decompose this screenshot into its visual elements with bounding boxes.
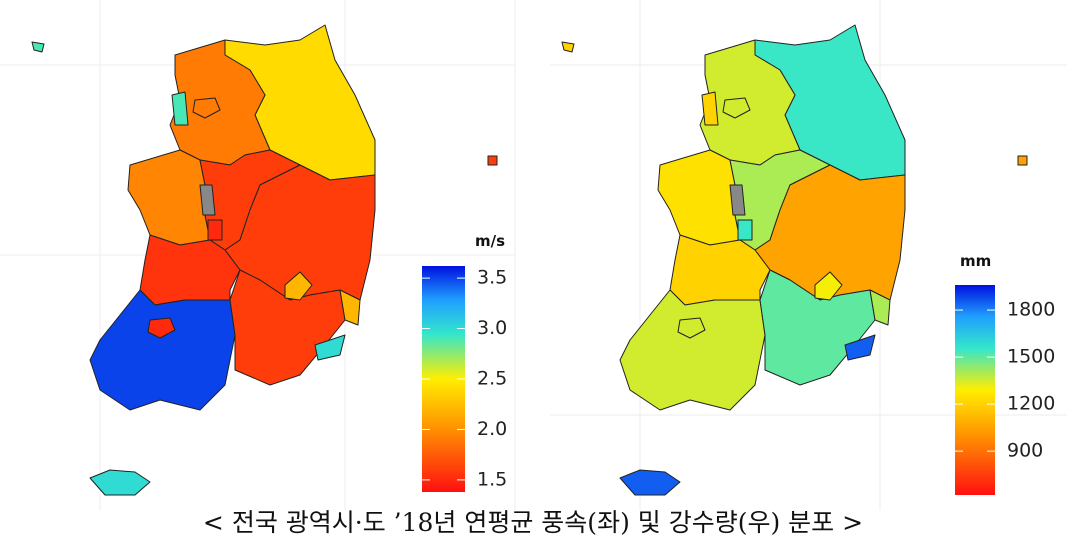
- region: [737, 219, 753, 241]
- tick-label: 1200: [1007, 393, 1055, 415]
- tick-label: 2.0: [477, 418, 507, 440]
- region: [207, 219, 223, 241]
- tick-label: 2.5: [477, 368, 507, 390]
- tick-label: 3.0: [477, 317, 507, 339]
- region: [192, 97, 221, 119]
- region: [31, 41, 45, 53]
- region: [314, 334, 346, 361]
- colorbar: [955, 285, 995, 495]
- legend-unit: mm: [960, 252, 991, 270]
- region: [722, 97, 751, 119]
- region: [619, 289, 766, 411]
- legend-unit: m/s: [475, 232, 505, 250]
- region: [339, 289, 361, 326]
- tick-label: 900: [1007, 440, 1043, 462]
- region: [89, 289, 236, 411]
- region: [487, 155, 498, 166]
- region: [814, 271, 843, 301]
- tick-label: 1.5: [477, 468, 507, 490]
- region: [869, 289, 891, 326]
- region: [701, 91, 719, 126]
- region: [171, 91, 189, 126]
- region: [657, 149, 741, 246]
- region: [619, 469, 681, 496]
- region: [844, 334, 876, 361]
- tick-label: 3.5: [477, 267, 507, 289]
- region: [284, 271, 313, 301]
- region: [1017, 155, 1028, 166]
- region: [89, 469, 151, 496]
- maps: [31, 24, 1028, 496]
- tick-label: 1500: [1007, 346, 1055, 368]
- caption: < 전국 광역시·도 ’18년 연평균 풍속(좌) 및 강수량(우) 분포 >: [203, 508, 863, 537]
- region: [561, 41, 575, 53]
- region: [729, 184, 746, 216]
- region: [147, 317, 176, 339]
- region: [199, 184, 216, 216]
- choropleth-map: [31, 24, 498, 496]
- region: [677, 317, 706, 339]
- tick-label: 1800: [1007, 299, 1055, 321]
- region: [127, 149, 211, 246]
- choropleth-map: [561, 24, 1028, 496]
